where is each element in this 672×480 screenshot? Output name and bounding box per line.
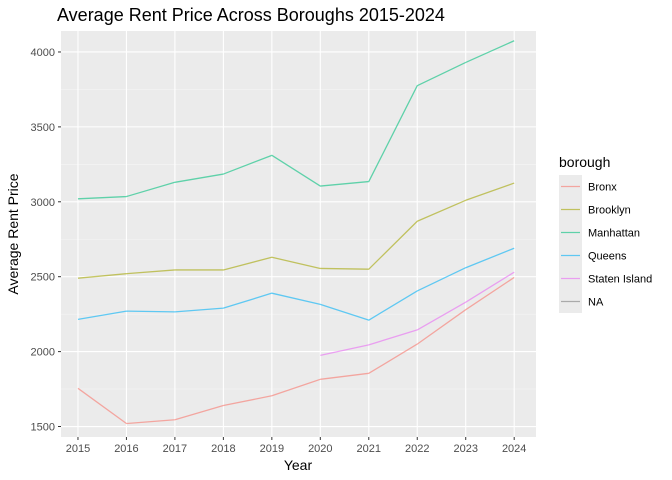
x-axis-title: Year xyxy=(284,457,313,473)
legend-label-brooklyn: Brooklyn xyxy=(588,205,631,217)
legend-label-na: NA xyxy=(588,297,604,309)
y-tick-label: 1500 xyxy=(31,422,55,434)
legend-label-staten-island: Staten Island xyxy=(588,274,652,286)
x-tick-label: 2019 xyxy=(260,443,284,455)
legend-items: Bronx Brooklyn Manhattan Queens Staten Islan… xyxy=(559,175,652,313)
legend-label-manhattan: Manhattan xyxy=(588,228,640,240)
x-tick-label: 2015 xyxy=(66,443,90,455)
chart-title: Average Rent Price Across Boroughs 2015-… xyxy=(57,5,445,25)
legend-label-bronx: Bronx xyxy=(588,182,617,194)
series-lines xyxy=(77,40,515,425)
legend-title: borough xyxy=(559,154,610,170)
x-tick-label: 2016 xyxy=(114,443,138,455)
x-axis: 2015 2016 2017 2018 2019 2020 2021 2022 2023 2024 xyxy=(66,437,526,455)
series-line-staten-island xyxy=(320,271,515,356)
y-tick-label: 3000 xyxy=(31,197,55,209)
y-axis-title: Average Rent Price xyxy=(5,173,21,294)
x-tick-label: 2022 xyxy=(405,443,429,455)
y-tick-label: 2500 xyxy=(31,272,55,284)
x-tick-label: 2018 xyxy=(211,443,235,455)
series-line-manhattan xyxy=(77,40,515,200)
y-tick-label: 4000 xyxy=(31,47,55,59)
y-tick-label: 2000 xyxy=(31,347,55,359)
x-tick-label: 2023 xyxy=(453,443,477,455)
legend: borough Bronx Brooklyn Manhattan Queens Stat… xyxy=(559,154,652,313)
minor-gridlines xyxy=(61,89,536,390)
series-line-bronx xyxy=(77,276,515,425)
y-tick-label: 3500 xyxy=(31,122,55,134)
x-tick-label: 2017 xyxy=(163,443,187,455)
legend-label-queens: Queens xyxy=(588,251,627,263)
x-tick-label: 2020 xyxy=(308,443,332,455)
x-tick-label: 2021 xyxy=(357,443,381,455)
y-axis: 1500 2000 2500 3000 3500 4000 xyxy=(31,47,61,434)
plot-panel xyxy=(61,31,536,437)
series-line-queens xyxy=(77,247,515,321)
series-line-brooklyn xyxy=(77,182,515,279)
major-gridlines xyxy=(61,31,536,437)
x-tick-label: 2024 xyxy=(502,443,526,455)
